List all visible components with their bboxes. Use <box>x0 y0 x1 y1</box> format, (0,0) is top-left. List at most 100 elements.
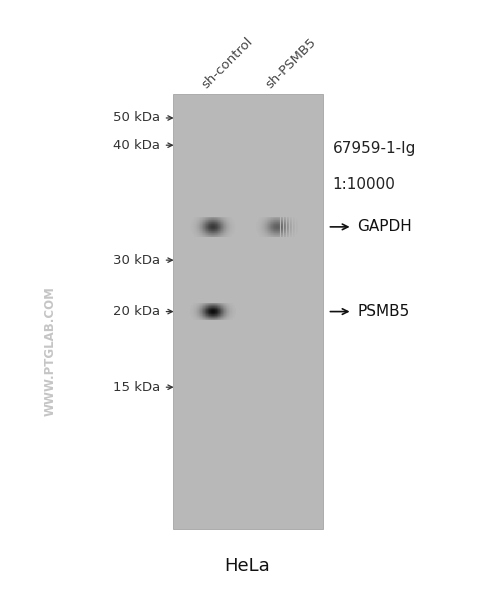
Bar <box>192 226 193 227</box>
Bar <box>258 234 259 235</box>
Bar <box>280 232 281 233</box>
Bar <box>234 226 235 227</box>
Bar <box>269 217 270 218</box>
Bar <box>294 226 295 227</box>
Text: 1:10000: 1:10000 <box>332 177 396 192</box>
Bar <box>271 220 272 221</box>
Bar <box>218 234 219 235</box>
Bar <box>224 217 225 218</box>
Bar <box>286 221 287 223</box>
Bar <box>196 224 197 225</box>
Bar <box>208 228 209 229</box>
Bar <box>208 232 209 233</box>
Bar <box>234 225 235 226</box>
Bar <box>230 231 231 232</box>
Bar <box>287 220 288 221</box>
Bar <box>200 226 201 227</box>
Bar <box>270 230 271 231</box>
Bar <box>258 220 259 221</box>
Bar <box>204 219 205 220</box>
Bar <box>221 228 222 229</box>
Bar <box>210 236 211 237</box>
Bar <box>224 220 225 221</box>
Bar <box>209 228 210 229</box>
Bar <box>194 229 195 230</box>
Bar <box>295 218 296 219</box>
Bar <box>231 226 232 227</box>
Bar <box>218 227 219 228</box>
Bar <box>293 233 294 234</box>
Bar <box>220 230 221 231</box>
Bar <box>231 224 232 225</box>
Bar <box>277 236 278 237</box>
Bar <box>201 231 202 232</box>
Bar <box>270 228 271 229</box>
Bar <box>274 227 275 228</box>
Bar <box>284 230 286 231</box>
Bar <box>284 217 286 218</box>
Bar <box>289 229 290 230</box>
Bar <box>202 225 203 226</box>
Bar <box>221 231 222 232</box>
Bar <box>271 221 272 223</box>
Bar <box>225 221 226 223</box>
Bar <box>228 231 229 232</box>
Bar <box>223 229 224 230</box>
Bar <box>212 219 213 220</box>
Bar <box>211 224 212 225</box>
Bar <box>191 223 192 224</box>
Bar <box>220 223 221 224</box>
Bar <box>222 234 223 235</box>
Bar <box>269 233 270 234</box>
Bar <box>262 227 263 228</box>
Bar <box>222 221 223 223</box>
Bar <box>212 236 213 237</box>
Bar <box>226 229 227 230</box>
Bar <box>202 224 203 225</box>
Bar <box>272 236 274 237</box>
Bar <box>207 221 208 223</box>
Bar <box>295 236 296 237</box>
Text: 15 kDa: 15 kDa <box>112 381 160 394</box>
Bar <box>218 226 219 227</box>
Bar <box>277 229 278 230</box>
Bar <box>194 235 195 236</box>
Bar <box>223 230 224 231</box>
Bar <box>225 236 226 237</box>
Bar <box>211 228 212 229</box>
Bar <box>270 233 271 234</box>
Bar <box>295 227 296 228</box>
Bar <box>227 225 228 226</box>
Bar <box>216 229 217 230</box>
Bar <box>231 235 232 236</box>
Bar <box>295 220 296 221</box>
Bar <box>218 228 219 229</box>
Bar <box>204 230 205 231</box>
Bar <box>268 230 269 231</box>
Bar <box>286 224 287 225</box>
Bar <box>195 225 196 226</box>
Bar <box>262 228 263 229</box>
Bar <box>272 229 274 230</box>
Bar <box>217 218 218 219</box>
Bar <box>213 226 214 227</box>
Bar <box>226 230 227 231</box>
Bar <box>264 227 265 228</box>
Bar <box>194 233 195 234</box>
Bar <box>228 230 229 231</box>
Bar <box>196 230 197 231</box>
Bar <box>295 228 296 229</box>
Bar <box>202 236 203 237</box>
Bar <box>290 219 292 220</box>
Bar <box>222 224 223 225</box>
Bar <box>232 227 233 228</box>
Bar <box>272 224 274 225</box>
Bar <box>223 235 224 236</box>
Bar <box>199 218 200 219</box>
Bar <box>202 227 203 228</box>
Bar <box>289 225 290 226</box>
Bar <box>231 232 232 233</box>
Bar <box>197 221 198 223</box>
Bar <box>277 228 278 229</box>
Bar <box>200 232 201 233</box>
